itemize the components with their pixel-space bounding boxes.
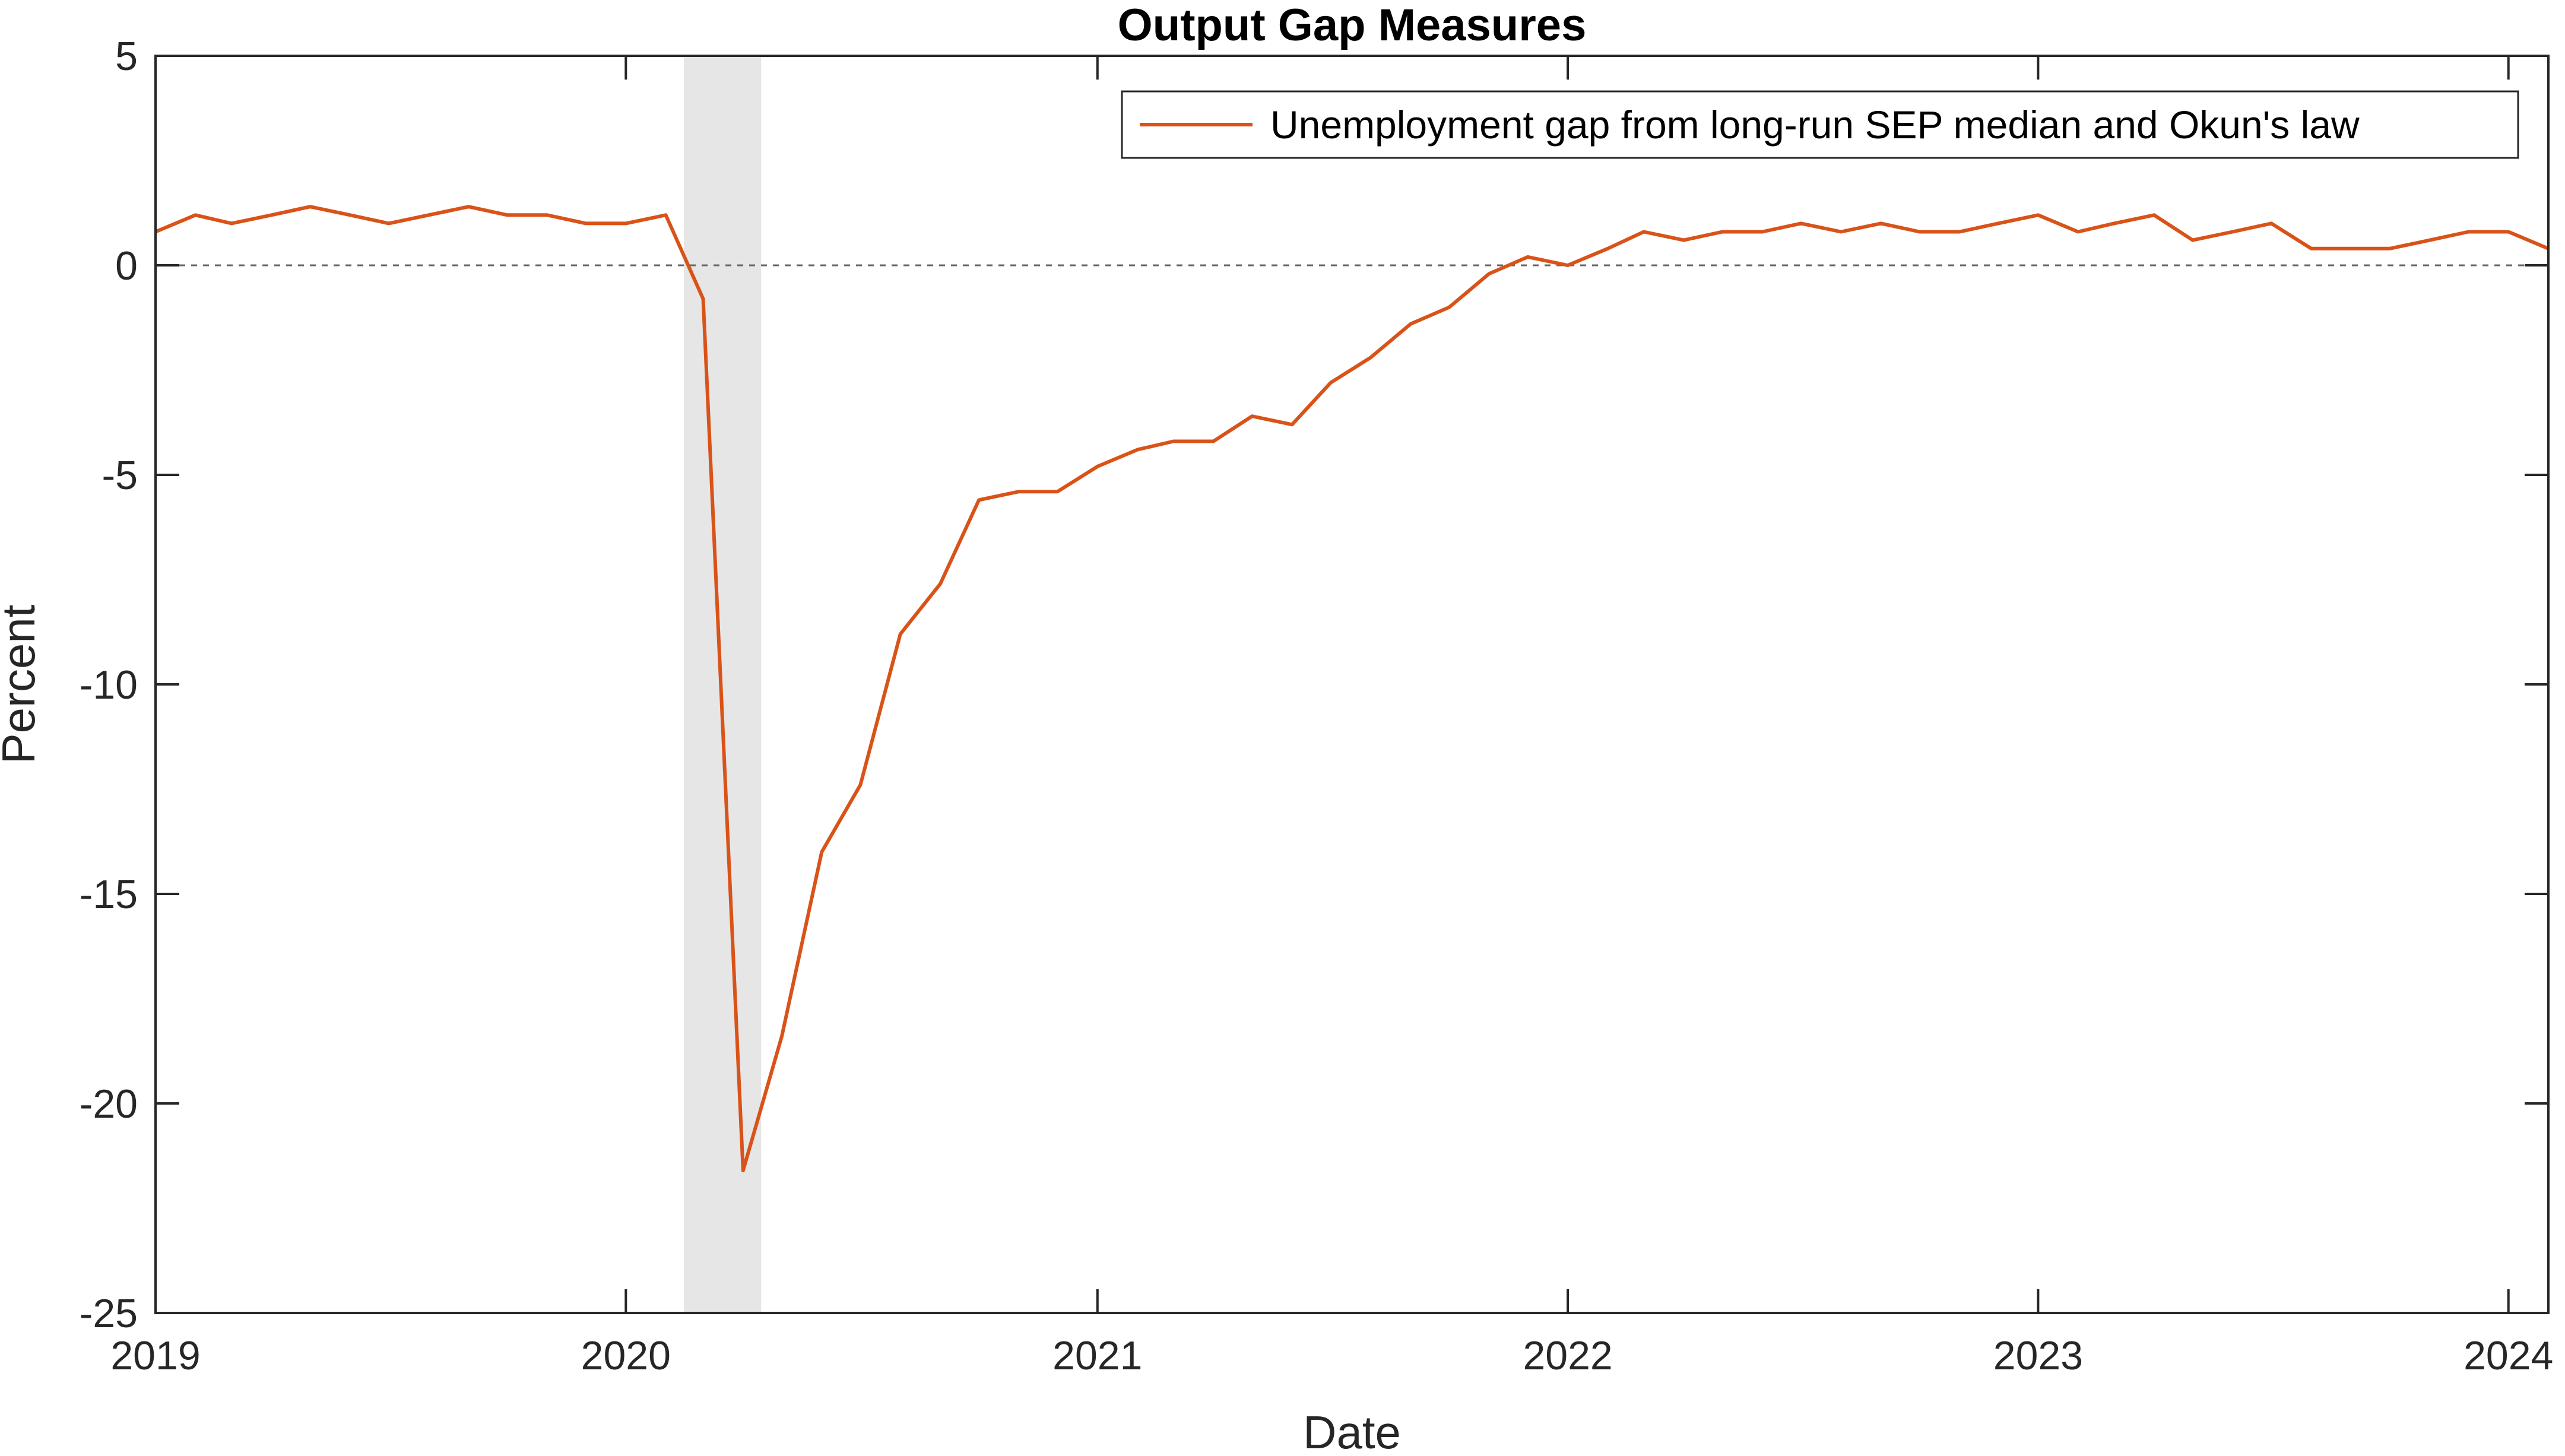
legend-entry-label: Unemployment gap from long-run SEP media… <box>1270 103 2360 147</box>
y-tick-label: 5 <box>115 34 138 79</box>
legend-box <box>1121 90 2519 159</box>
y-axis-tick-labels: 5 0 -5 -10 -15 -20 -25 <box>80 34 138 1336</box>
y-tick-label: -20 <box>80 1081 138 1127</box>
x-tick-label: 2020 <box>581 1333 671 1378</box>
axis-ticks <box>154 55 2548 1314</box>
x-tick-label: 2021 <box>1052 1333 1142 1378</box>
x-tick-label: 2023 <box>1993 1333 2083 1378</box>
legend: Unemployment gap from long-run SEP media… <box>1121 90 2519 159</box>
y-tick-label: -10 <box>80 662 138 708</box>
y-axis-label: Percent <box>0 604 45 764</box>
y-tick-label: -25 <box>80 1291 138 1336</box>
x-tick-label: 2019 <box>110 1333 200 1378</box>
series-layer <box>154 205 2550 1172</box>
chart-title: Output Gap Measures <box>1118 0 1587 50</box>
y-tick-label: -15 <box>80 872 138 917</box>
x-axis-tick-labels: 2019 2020 2021 2022 2023 2024 <box>110 1333 2553 1378</box>
y-tick-label: -5 <box>102 453 138 498</box>
x-axis-label: Date <box>1303 1406 1401 1456</box>
x-tick-label: 2022 <box>1523 1333 1612 1378</box>
x-tick-label: 2024 <box>2463 1333 2553 1378</box>
series-line <box>154 205 2550 1172</box>
y-tick-label: 0 <box>115 243 138 288</box>
